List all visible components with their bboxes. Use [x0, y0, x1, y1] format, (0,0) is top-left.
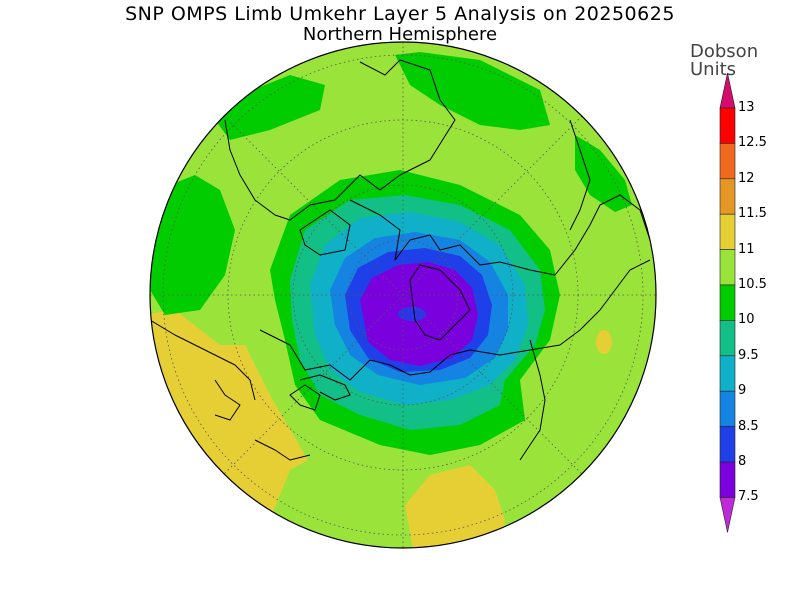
- coastline-scandinavia: [299, 374, 351, 401]
- colorbar-segment: [719, 143, 736, 180]
- coastline-greenland: [409, 264, 471, 341]
- colorbar-segment: [719, 426, 736, 463]
- colorbar-segment: [719, 107, 736, 144]
- colorbar-segment: [719, 284, 736, 321]
- coastline-hudson-bay: [299, 209, 351, 256]
- band-10-region-north: [395, 52, 550, 130]
- colorbar-arrow-top: [719, 72, 736, 109]
- colorbar-units-label-2: Units: [690, 59, 737, 80]
- colorbar-segment: [719, 355, 736, 392]
- colorbar-segment: [719, 213, 736, 250]
- latitude-circle-60: [292, 184, 514, 406]
- colorbar: [719, 72, 736, 533]
- colorbar-tick-label: 13: [738, 100, 755, 115]
- colorbar-tick-label: 10: [738, 312, 755, 328]
- colorbar-tick-label: 9.5: [738, 347, 759, 363]
- coastline-iberia: [214, 379, 241, 421]
- colorbar-tick-label: 7.5: [738, 489, 759, 505]
- latitude-circle-20: [162, 54, 644, 536]
- colorbar-segment: [719, 390, 736, 427]
- band-10-region-west: [150, 175, 235, 315]
- coastline-africa-west: [150, 319, 256, 401]
- band-10-region-northwest: [215, 75, 325, 140]
- coastlines: [150, 59, 651, 461]
- coastline-north-america: [224, 59, 456, 221]
- coastline-british-isles: [289, 384, 321, 411]
- coastline-central-asia: [519, 339, 546, 461]
- coastline-mediterranean: [254, 439, 311, 461]
- map-subtitle: Northern Hemisphere: [302, 24, 498, 45]
- colorbar-units-label-1: Dobson: [690, 41, 759, 62]
- colorbar-tick-label: 9: [738, 383, 747, 399]
- globe-outline: [149, 41, 657, 549]
- band-11-spot-east: [596, 330, 612, 354]
- colorbar-segment: [719, 178, 736, 215]
- coastline-canada-islands: [349, 199, 556, 276]
- colorbar-segment: [719, 461, 736, 498]
- coastline-europe: [259, 329, 561, 381]
- meridian-135: [223, 115, 583, 475]
- coastline-asia-north: [559, 259, 651, 346]
- graticule: [150, 42, 656, 548]
- colorbar-tick-label: 12.5: [738, 135, 767, 151]
- colorbar-arrow-bottom: [719, 497, 736, 533]
- map-title: SNP OMPS Limb Umkehr Layer 5 Analysis on…: [125, 3, 675, 25]
- colorbar-segment: [719, 320, 736, 357]
- coastline-alaska-east: [569, 119, 591, 231]
- coastline-asia-east: [554, 194, 651, 276]
- colorbar-tick-label: 10.5: [738, 277, 767, 292]
- globe: [150, 42, 656, 548]
- colorbar-tick-label: 11.5: [738, 206, 767, 222]
- colorbar-segment: [719, 249, 736, 286]
- band-10-region-northeast: [575, 135, 632, 212]
- colorbar-tick-label: 12: [738, 170, 755, 186]
- latitude-circle-80: [347, 239, 459, 351]
- colorbar-tick-label: 8: [738, 454, 747, 469]
- colorbar-tick-label: 8.5: [738, 418, 759, 434]
- colorbar-tick-label: 11: [738, 241, 755, 257]
